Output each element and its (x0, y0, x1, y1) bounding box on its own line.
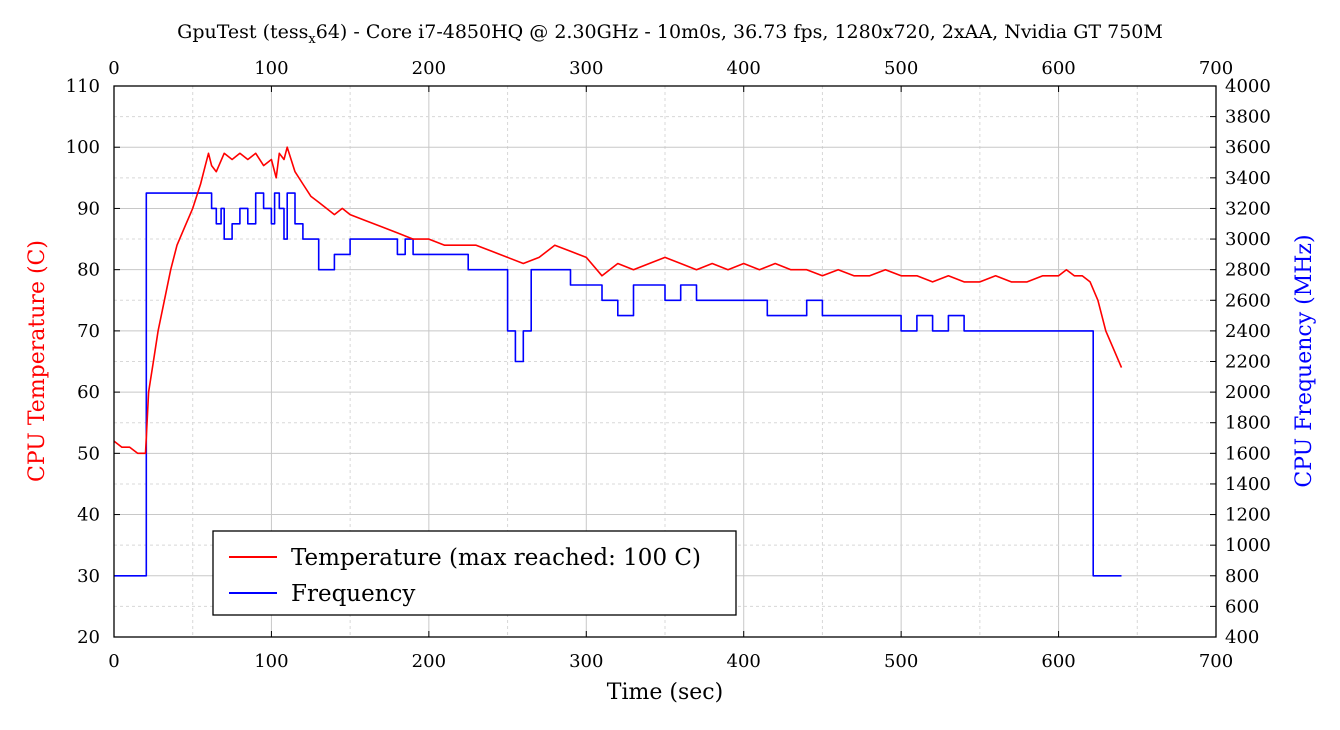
y-left-tick-label: 50 (77, 443, 100, 464)
y-left-tick-label: 40 (77, 505, 100, 526)
x-tick-label-top: 300 (569, 58, 603, 79)
x-tick-label-bottom: 400 (727, 651, 761, 672)
y-axis-right-title: CPU Frequency (MHz) (1292, 234, 1317, 487)
chart-title-subscript: x (308, 32, 316, 47)
y-left-tick-label: 90 (77, 198, 100, 219)
x-tick-label-top: 100 (254, 58, 288, 79)
x-tick-label-top: 0 (108, 58, 119, 79)
legend-frequency-label: Frequency (291, 581, 415, 607)
y-right-tick-label: 2600 (1225, 290, 1271, 311)
y-left-tick-label: 110 (66, 76, 100, 97)
x-tick-label-bottom: 300 (569, 651, 603, 672)
chart-title-prefix: GpuTest (tess (177, 21, 308, 43)
y-right-tick-label: 600 (1225, 596, 1259, 617)
x-tick-label-top: 400 (727, 58, 761, 79)
y-left-tick-label: 80 (77, 260, 100, 281)
y-left-tick-label: 20 (77, 627, 100, 648)
x-tick-label-bottom: 600 (1041, 651, 1075, 672)
y-right-tick-label: 400 (1225, 627, 1259, 648)
y-right-tick-label: 3200 (1225, 198, 1271, 219)
y-left-tick-label: 70 (77, 321, 100, 342)
y-right-tick-label: 3600 (1225, 137, 1271, 158)
legend: Temperature (max reached: 100 C) Frequen… (212, 530, 737, 616)
chart-title-suffix: 64) - Core i7-4850HQ @ 2.30GHz - 10m0s, … (316, 21, 1163, 43)
legend-box (212, 530, 737, 616)
y-right-tick-label: 1200 (1225, 505, 1271, 526)
x-tick-label-top: 500 (884, 58, 918, 79)
y-axis-left-title: CPU Temperature (C) (25, 240, 50, 482)
x-tick-label-bottom: 0 (108, 651, 119, 672)
y-left-tick-label: 100 (66, 137, 100, 158)
y-right-tick-label: 1000 (1225, 535, 1271, 556)
x-tick-label-bottom: 700 (1199, 651, 1233, 672)
x-tick-label-bottom: 100 (254, 651, 288, 672)
frequency-line (114, 192, 1122, 577)
x-tick-label-top: 200 (412, 58, 446, 79)
y-right-tick-label: 4000 (1225, 76, 1271, 97)
x-tick-label-top: 700 (1199, 58, 1233, 79)
tick-labels: 0 0 100 100 200 200 300 300 400 400 500 500 600 600 70… (66, 58, 1271, 672)
legend-temperature-label: Temperature (max reached: 100 C) (291, 545, 701, 571)
x-tick-label-bottom: 500 (884, 651, 918, 672)
plot-frame (113, 85, 1217, 638)
chart-title: GpuTest (tessx64) - Core i7-4850HQ @ 2.3… (177, 21, 1163, 47)
y-right-tick-label: 2000 (1225, 382, 1271, 403)
y-right-tick-label: 1600 (1225, 443, 1271, 464)
x-tick-label-bottom: 200 (412, 651, 446, 672)
temperature-line (113, 146, 1123, 455)
x-tick-label-top: 600 (1041, 58, 1075, 79)
y-right-tick-label: 3400 (1225, 168, 1271, 189)
y-right-tick-label: 800 (1225, 566, 1259, 587)
y-right-tick-label: 3000 (1225, 229, 1271, 250)
y-right-tick-label: 2800 (1225, 260, 1271, 281)
y-left-tick-label: 60 (77, 382, 100, 403)
y-right-tick-label: 2200 (1225, 352, 1271, 373)
x-axis-title: Time (sec) (607, 680, 723, 705)
y-right-tick-label: 3800 (1225, 107, 1271, 128)
y-right-tick-label: 1800 (1225, 413, 1271, 434)
y-left-tick-label: 30 (77, 566, 100, 587)
y-right-tick-label: 1400 (1225, 474, 1271, 495)
y-right-tick-label: 2400 (1225, 321, 1271, 342)
series-layer (113, 146, 1123, 577)
